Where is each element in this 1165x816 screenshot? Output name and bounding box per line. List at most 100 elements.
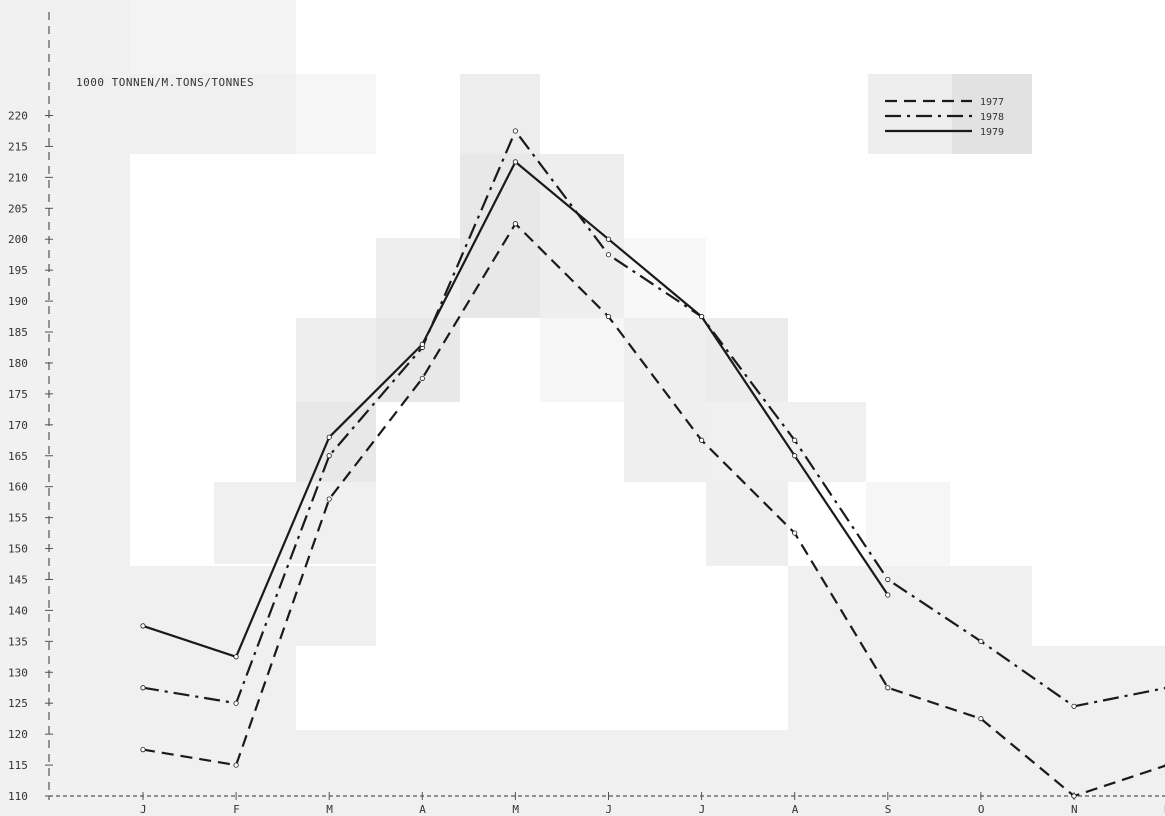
x-tick-label: F xyxy=(233,803,240,816)
background-patch xyxy=(624,318,706,482)
y-tick-label: 160 xyxy=(8,481,28,494)
background-patch xyxy=(50,74,296,154)
background-patch xyxy=(624,238,706,318)
x-tick-label: A xyxy=(419,803,426,816)
y-tick-label: 185 xyxy=(8,326,28,339)
data-point xyxy=(885,592,891,598)
y-tick-label: 135 xyxy=(8,635,28,648)
background-patch xyxy=(788,566,1032,646)
axes xyxy=(48,12,1165,800)
y-tick-label: 175 xyxy=(8,388,28,401)
legend-label: 1979 xyxy=(980,127,1004,138)
data-point xyxy=(512,128,519,134)
legend-label: 1978 xyxy=(980,112,1004,123)
data-point xyxy=(326,434,332,440)
data-point xyxy=(885,685,891,691)
x-tick-label: J xyxy=(140,803,147,816)
data-point xyxy=(233,700,239,706)
y-tick-label: 120 xyxy=(8,728,28,741)
x-tick-label: N xyxy=(1071,803,1078,816)
data-point xyxy=(233,762,239,768)
data-point xyxy=(978,716,984,722)
series-line xyxy=(142,222,1165,798)
y-tick-label: 125 xyxy=(8,697,28,710)
background-patch xyxy=(376,238,460,318)
background-patch xyxy=(130,566,376,646)
data-point xyxy=(792,437,798,443)
y-tick-label: 150 xyxy=(8,543,28,556)
data-point xyxy=(419,341,425,347)
y-tick-label: 145 xyxy=(8,573,28,586)
data-point xyxy=(326,453,332,459)
chart-title: 1000 TONNEN/M.TONS/TONNES xyxy=(76,76,255,89)
data-point xyxy=(698,313,705,320)
data-point xyxy=(1071,703,1077,709)
series-line xyxy=(142,129,1165,708)
data-point xyxy=(512,221,519,227)
x-axis-ticks: JFMAMJJASOND xyxy=(140,792,1165,816)
series-1978 xyxy=(140,128,1165,709)
background-patch xyxy=(952,74,1032,154)
x-tick-label: S xyxy=(885,803,892,816)
data-point xyxy=(605,313,612,320)
x-tick-label: M xyxy=(326,803,333,816)
data-point xyxy=(605,252,612,258)
x-tick-label: J xyxy=(699,803,706,816)
series-1977 xyxy=(140,221,1165,799)
y-tick-label: 140 xyxy=(8,604,28,617)
data-point xyxy=(698,437,705,443)
y-tick-label: 165 xyxy=(8,450,28,463)
background-patch xyxy=(868,74,952,154)
data-point xyxy=(512,159,519,165)
background-patch xyxy=(214,482,376,564)
y-tick-label: 220 xyxy=(8,110,28,123)
y-tick-label: 210 xyxy=(8,171,28,184)
data-point xyxy=(140,685,146,691)
legend-label: 1977 xyxy=(980,97,1004,108)
background-patch xyxy=(788,646,1165,730)
series-1979 xyxy=(140,159,891,660)
background-patch xyxy=(460,74,540,154)
y-tick-label: 205 xyxy=(8,202,28,215)
y-tick-label: 130 xyxy=(8,666,28,679)
data-point xyxy=(140,623,146,629)
y-axis-ticks: 110 115 120 125 130 135 140 145 150 155 160 165 170 1… xyxy=(8,110,53,803)
background-patch xyxy=(706,482,788,566)
data-point xyxy=(233,654,239,660)
background-patch xyxy=(130,730,1165,816)
y-tick-label: 155 xyxy=(8,512,28,525)
background-patch xyxy=(296,74,376,154)
x-tick-label: M xyxy=(512,803,519,816)
y-tick-label: 195 xyxy=(8,264,28,277)
x-tick-label: J xyxy=(606,803,613,816)
background-patch xyxy=(376,318,460,402)
y-tick-label: 200 xyxy=(8,233,28,246)
y-tick-label: 115 xyxy=(8,759,28,772)
data-point xyxy=(140,747,146,753)
background-patch xyxy=(130,646,296,730)
data-point xyxy=(1071,793,1077,799)
y-tick-label: 215 xyxy=(8,140,28,153)
x-tick-label: A xyxy=(792,803,799,816)
data-point xyxy=(605,236,612,242)
y-tick-label: 190 xyxy=(8,295,28,308)
background-patch xyxy=(296,318,376,402)
background-patch xyxy=(130,0,296,74)
y-tick-label: 110 xyxy=(8,790,28,803)
background-patch xyxy=(866,482,950,566)
background-patch xyxy=(706,318,788,402)
series-layer xyxy=(140,128,1165,799)
legend: 1977 1978 1979 xyxy=(885,97,1004,138)
data-point xyxy=(419,375,425,382)
data-point xyxy=(978,638,984,644)
x-tick-label: O xyxy=(978,803,985,816)
data-point xyxy=(885,576,891,583)
background-patch xyxy=(540,318,624,402)
y-tick-label: 170 xyxy=(8,419,28,432)
data-point xyxy=(326,496,332,502)
y-tick-label: 180 xyxy=(8,357,28,370)
data-point xyxy=(792,453,798,459)
data-point xyxy=(792,530,798,536)
